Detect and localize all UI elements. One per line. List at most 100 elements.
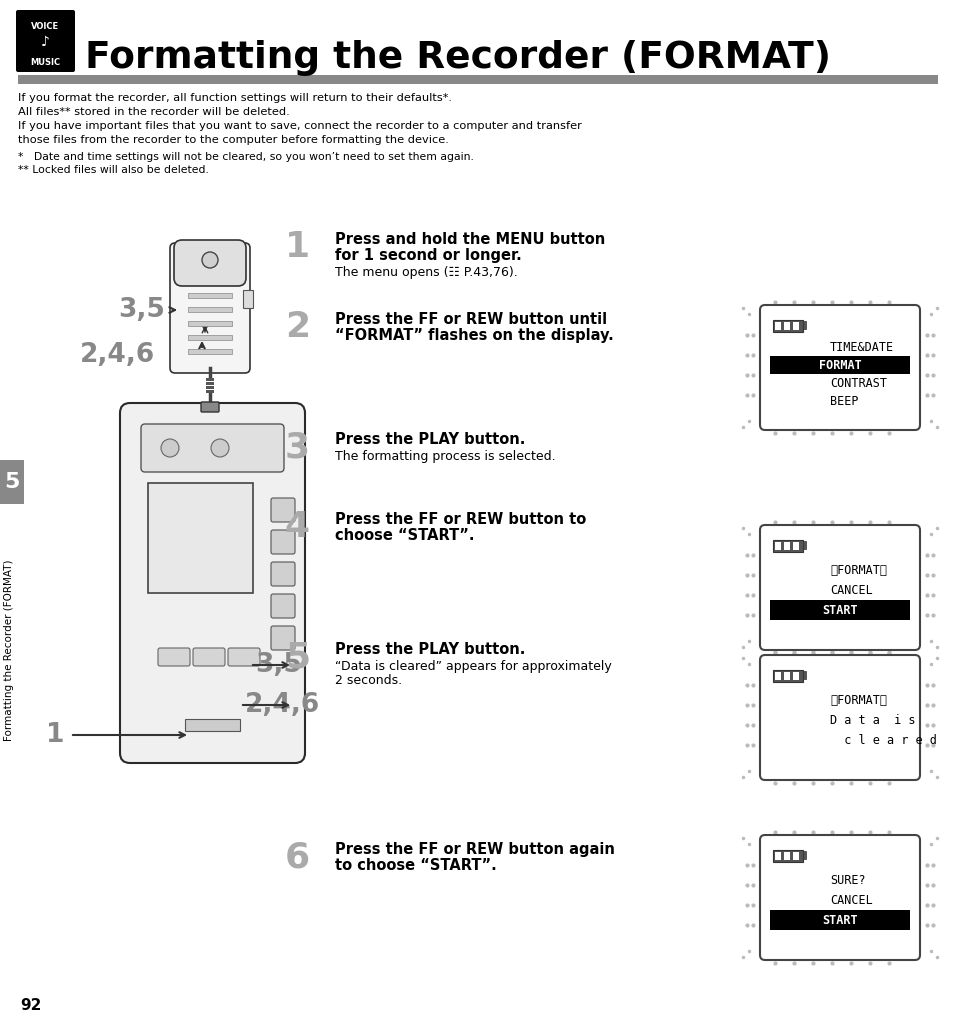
Bar — [243, 290, 253, 308]
Circle shape — [211, 439, 229, 457]
Bar — [188, 307, 232, 312]
Bar — [772, 670, 802, 682]
FancyBboxPatch shape — [16, 10, 75, 72]
Bar — [769, 910, 909, 930]
FancyBboxPatch shape — [760, 305, 919, 430]
Text: If you format the recorder, all function settings will return to their defaults*: If you format the recorder, all function… — [18, 93, 452, 103]
Bar — [18, 75, 937, 84]
Bar — [206, 378, 213, 381]
Bar — [783, 322, 789, 330]
Text: 【FORMAT】: 【FORMAT】 — [829, 563, 886, 576]
FancyBboxPatch shape — [228, 648, 260, 666]
FancyBboxPatch shape — [271, 530, 294, 554]
Bar — [792, 542, 799, 550]
FancyBboxPatch shape — [271, 626, 294, 650]
FancyBboxPatch shape — [173, 240, 246, 286]
Text: 1: 1 — [47, 722, 65, 748]
Bar — [774, 322, 781, 330]
Bar — [769, 356, 909, 374]
Text: 4: 4 — [285, 510, 310, 544]
Bar — [772, 850, 802, 862]
Text: START: START — [821, 604, 857, 616]
Text: All files** stored in the recorder will be deleted.: All files** stored in the recorder will … — [18, 107, 290, 117]
Bar — [188, 349, 232, 354]
Bar — [783, 672, 789, 680]
Bar — [206, 386, 213, 389]
Text: VOICE: VOICE — [31, 21, 59, 31]
Text: 6: 6 — [285, 840, 310, 874]
FancyBboxPatch shape — [760, 835, 919, 960]
FancyBboxPatch shape — [120, 403, 305, 763]
Text: 3,5: 3,5 — [254, 652, 301, 678]
FancyBboxPatch shape — [170, 243, 250, 373]
Text: Press the FF or REW button to: Press the FF or REW button to — [335, 512, 586, 527]
Text: Press the PLAY button.: Press the PLAY button. — [335, 642, 525, 657]
Text: 2,4,6: 2,4,6 — [80, 342, 154, 368]
Text: choose “START”.: choose “START”. — [335, 528, 474, 543]
Text: FORMAT: FORMAT — [818, 359, 861, 372]
Bar — [188, 293, 232, 298]
Text: Formatting the Recorder (FORMAT): Formatting the Recorder (FORMAT) — [85, 40, 830, 76]
Text: Press and hold the MENU button: Press and hold the MENU button — [335, 232, 604, 247]
FancyBboxPatch shape — [271, 594, 294, 618]
Bar — [206, 382, 213, 385]
Bar — [774, 542, 781, 550]
Text: If you have important files that you want to save, connect the recorder to a com: If you have important files that you wan… — [18, 121, 581, 131]
Bar — [783, 542, 789, 550]
Text: “FORMAT” flashes on the display.: “FORMAT” flashes on the display. — [335, 328, 613, 343]
Circle shape — [202, 252, 218, 268]
Bar — [188, 321, 232, 326]
Text: 92: 92 — [20, 997, 41, 1013]
Text: 3: 3 — [285, 430, 310, 464]
Text: 1: 1 — [285, 230, 310, 264]
Text: 5: 5 — [5, 472, 20, 492]
Text: Press the FF or REW button until: Press the FF or REW button until — [335, 312, 606, 327]
Text: ** Locked files will also be deleted.: ** Locked files will also be deleted. — [18, 165, 209, 175]
Bar — [185, 719, 240, 731]
Bar — [772, 320, 802, 332]
Bar — [792, 672, 799, 680]
Text: 2 seconds.: 2 seconds. — [335, 673, 402, 687]
FancyBboxPatch shape — [193, 648, 225, 666]
Text: TIME&DATE: TIME&DATE — [829, 340, 893, 354]
Bar — [148, 483, 253, 593]
FancyBboxPatch shape — [271, 498, 294, 522]
Text: 5: 5 — [285, 640, 310, 673]
Text: CONTRAST: CONTRAST — [829, 376, 886, 389]
Text: The formatting process is selected.: The formatting process is selected. — [335, 450, 555, 463]
Bar — [783, 852, 789, 860]
Text: Press the FF or REW button again: Press the FF or REW button again — [335, 842, 615, 857]
Bar — [802, 851, 805, 860]
Bar — [792, 322, 799, 330]
Text: c l e a r e d: c l e a r e d — [829, 734, 936, 746]
Text: ♪: ♪ — [41, 35, 50, 49]
Text: *   Date and time settings will not be cleared, so you won’t need to set them ag: * Date and time settings will not be cle… — [18, 152, 474, 162]
Bar — [774, 852, 781, 860]
Circle shape — [161, 439, 179, 457]
Bar — [792, 852, 799, 860]
FancyBboxPatch shape — [141, 424, 284, 472]
Bar — [774, 672, 781, 680]
Text: 2,4,6: 2,4,6 — [245, 692, 320, 718]
Bar — [802, 671, 805, 679]
Text: Press the PLAY button.: Press the PLAY button. — [335, 432, 525, 447]
Text: SURE?: SURE? — [829, 874, 864, 886]
Text: MUSIC: MUSIC — [30, 57, 60, 66]
Bar — [772, 540, 802, 552]
Bar — [206, 390, 213, 393]
Bar — [769, 600, 909, 620]
Text: START: START — [821, 914, 857, 927]
Text: Formatting the Recorder (FORMAT): Formatting the Recorder (FORMAT) — [4, 559, 14, 741]
Text: CANCEL: CANCEL — [829, 893, 872, 907]
Text: to choose “START”.: to choose “START”. — [335, 858, 497, 873]
Text: CANCEL: CANCEL — [829, 584, 872, 597]
Text: 2: 2 — [285, 310, 310, 344]
Text: 【FORMAT】: 【FORMAT】 — [829, 694, 886, 706]
Text: 3,5: 3,5 — [118, 297, 165, 323]
Text: “Data is cleared” appears for approximately: “Data is cleared” appears for approximat… — [335, 660, 611, 673]
Bar — [802, 321, 805, 329]
Text: BEEP: BEEP — [829, 394, 858, 408]
Bar — [0, 460, 24, 504]
FancyBboxPatch shape — [201, 402, 219, 412]
FancyBboxPatch shape — [760, 525, 919, 650]
